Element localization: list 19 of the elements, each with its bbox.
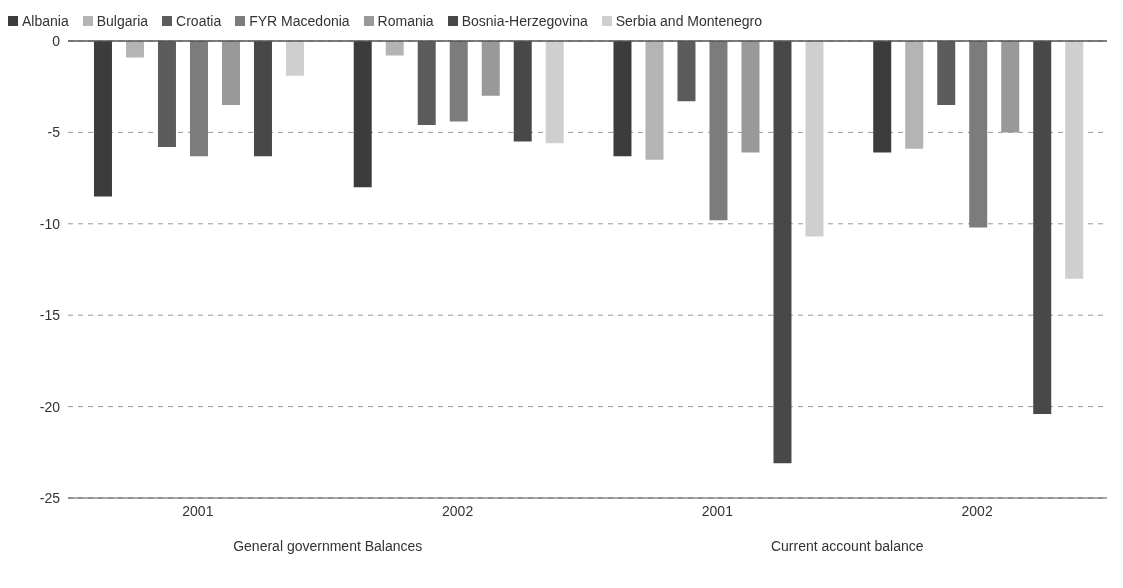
legend-label: FYR Macedonia bbox=[249, 13, 350, 29]
x-tick-label: 2001 bbox=[182, 502, 214, 519]
y-tick-label: -15 bbox=[39, 307, 61, 324]
text: Current account balance bbox=[769, 538, 925, 554]
y-tick-label: 0 bbox=[52, 32, 61, 49]
legend-label: Bosnia-Herzegovina bbox=[461, 13, 588, 29]
legend-label: Serbia and Montenegro bbox=[615, 13, 763, 29]
y-tick-label: -25 bbox=[39, 489, 61, 506]
x-tick-label: 2001 bbox=[701, 502, 734, 519]
y-tick-label: -20 bbox=[39, 398, 61, 415]
legend-label: Croatia bbox=[176, 13, 222, 29]
x-tick-label: 2002 bbox=[442, 502, 474, 519]
legend-label: Romania bbox=[377, 13, 434, 29]
legend-label: Albania bbox=[22, 13, 69, 29]
x-tick-label: 2002 bbox=[961, 502, 993, 519]
y-tick-label: -10 bbox=[39, 215, 61, 232]
text: General government Balances bbox=[232, 538, 424, 554]
legend-label: Bulgaria bbox=[96, 13, 149, 29]
y-tick-label: -5 bbox=[47, 124, 61, 141]
